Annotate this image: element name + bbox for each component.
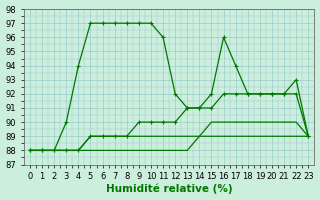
- X-axis label: Humidité relative (%): Humidité relative (%): [106, 184, 232, 194]
